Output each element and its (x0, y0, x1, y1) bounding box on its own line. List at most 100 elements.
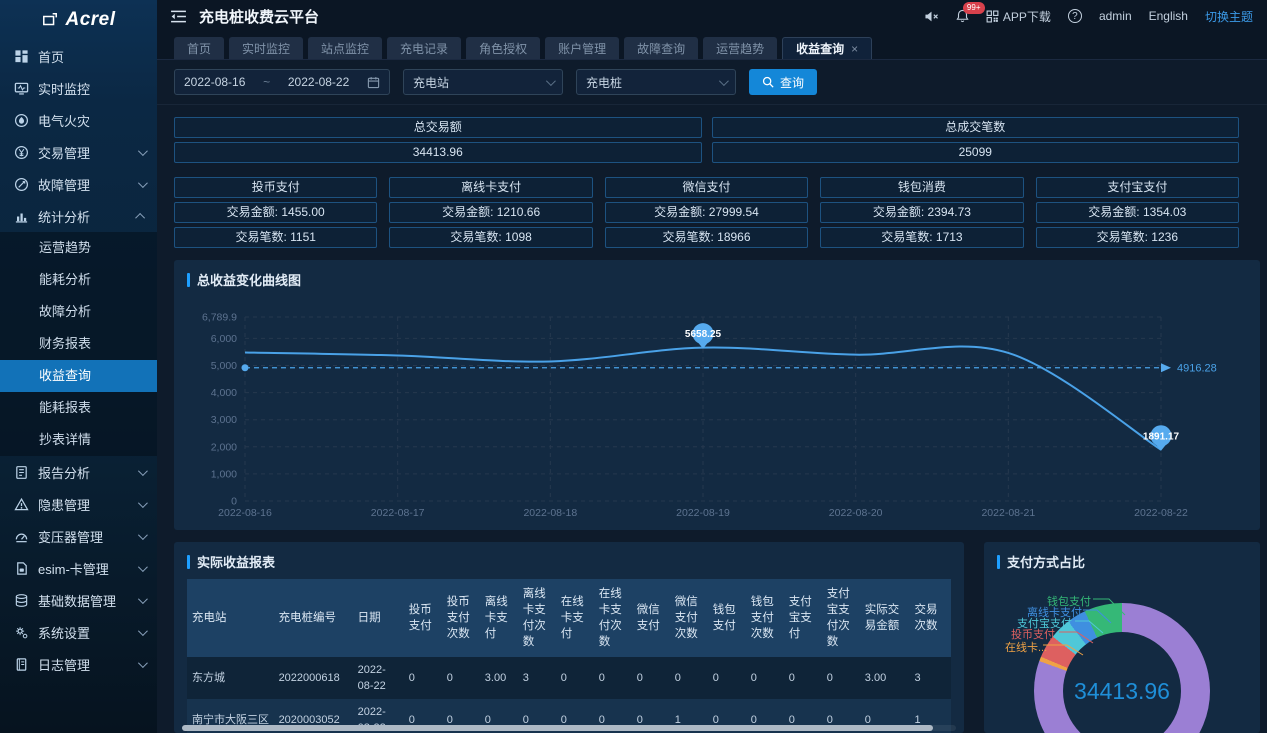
sidebar-subitem[interactable]: 运营趋势 (39, 240, 92, 255)
fault-icon (14, 176, 30, 192)
sidebar-item-fault[interactable]: 故障管理 (0, 168, 157, 200)
revenue-table: 充电站 充电桩编号 日期 投币支付 投币支付次数 离线卡支付 离线卡支付次数 在线卡支付 在线卡… (187, 579, 951, 733)
sidebar-subitem[interactable]: 能耗报表 (39, 400, 92, 415)
payment-card: 支付宝支付 交易金额: 1354.03 交易笔数: 1236 (1035, 177, 1240, 248)
tab-故障查询[interactable]: 故障查询 (624, 37, 699, 59)
language-switch[interactable]: English (1148, 9, 1188, 23)
svg-text:3,000: 3,000 (211, 414, 237, 426)
sidebar-item-database[interactable]: 基础数据管理 (0, 584, 157, 616)
date-range-picker[interactable]: 2022-08-16 ~ 2022-08-22 (174, 69, 390, 95)
sidebar-subitem[interactable]: 能耗分析 (39, 272, 92, 287)
bottom-row: 实际收益报表 充电站 充电桩编号 日期 投币支付 投币支付次数 离线卡支付 离线卡支付次数在… (174, 542, 1260, 733)
chevron-down-icon (137, 177, 148, 188)
sidebar-item-label: 故障管理 (38, 177, 91, 193)
sidebar-item-stats[interactable]: 统计分析 (0, 200, 157, 232)
sidebar-item-label: 首页 (38, 49, 65, 65)
sidebar-item-label: 交易管理 (38, 145, 91, 161)
tab-close-icon[interactable]: × (851, 41, 859, 56)
table-cell: 3.00 (859, 657, 910, 700)
summary-card: 总成交笔数 25099 (711, 117, 1239, 163)
payment-card-amount: 交易金额: 1210.66 (389, 202, 593, 223)
svg-text:5,000: 5,000 (211, 360, 237, 372)
transformer-icon (14, 528, 30, 544)
tab-账户管理[interactable]: 账户管理 (545, 37, 620, 59)
horizontal-scrollbar-thumb[interactable] (182, 725, 933, 731)
station-select[interactable]: 充电站 (403, 69, 563, 95)
sidebar-item-hazard[interactable]: 隐患管理 (0, 488, 157, 520)
sidebar-subitem[interactable]: 抄表详情 (39, 432, 92, 447)
tab-站点监控[interactable]: 站点监控 (308, 37, 383, 59)
table-cell: 0 (403, 657, 442, 700)
svg-text:6,789.9: 6,789.9 (202, 312, 237, 324)
payment-card-count: 交易笔数: 1151 (174, 227, 378, 248)
sidebar-subitem[interactable]: 财务报表 (39, 336, 92, 351)
tab-充电记录[interactable]: 充电记录 (387, 37, 462, 59)
donut-callout-label: 离线卡支付 (1027, 607, 1082, 619)
sidebar-submenu: 运营趋势能耗分析故障分析财务报表收益查询能耗报表抄表详情 (0, 232, 157, 456)
tab-运营趋势[interactable]: 运营趋势 (703, 37, 778, 59)
logo[interactable]: Acrel (0, 0, 157, 40)
revenue-line-chart[interactable]: 0 1,000 2,000 3,000 4,000 5,000 6,000 6,789.9 20… (187, 293, 1247, 523)
sidebar-item-label: 报告分析 (38, 465, 91, 481)
svg-text:6,000: 6,000 (211, 333, 237, 345)
home-icon (14, 48, 30, 64)
theme-switch-link[interactable]: 切换主题 (1204, 9, 1253, 24)
table-header-cell: 投币支付次数 (441, 579, 480, 658)
table-cell: 3 (517, 657, 556, 700)
table-header-cell: 钱包支付 (707, 579, 746, 658)
donut-chart-title: 支付方式占比 (997, 552, 1247, 571)
tab-实时监控[interactable]: 实时监控 (229, 37, 304, 59)
table-header-row: 充电站 充电桩编号 日期 投币支付 投币支付次数 离线卡支付 离线卡支付次数 在线卡支付 在线卡… (187, 579, 951, 658)
table-cell: 0 (707, 657, 746, 700)
mute-icon[interactable] (924, 10, 939, 23)
chevron-down-icon (137, 145, 148, 156)
help-icon[interactable]: ? (1067, 9, 1082, 23)
payment-card-title: 钱包消费 (820, 177, 1024, 198)
notifications-bell-icon[interactable]: 99+ (956, 2, 985, 23)
monitor-icon (14, 80, 30, 96)
title-accent-bar (187, 554, 190, 569)
svg-text:2022-08-16: 2022-08-16 (218, 507, 272, 519)
table-header-cell: 实际交易金额 (859, 579, 910, 658)
sidebar-item-home[interactable]: 首页 (0, 40, 157, 72)
tab-首页[interactable]: 首页 (174, 37, 225, 59)
pile-select[interactable]: 充电桩 (576, 69, 736, 95)
acrel-logo-icon (41, 12, 59, 28)
sidebar-item-settings[interactable]: 系统设置 (0, 616, 157, 648)
tab-label: 运营趋势 (716, 41, 765, 56)
table-header-cell: 支付宝支付 (783, 579, 822, 658)
payment-share-donut-chart[interactable]: 34413.96 钱包支付 离线卡支付 支付宝支付 投币支付 在线卡... (997, 573, 1247, 733)
table-cell: 2022-08-22 (352, 657, 404, 700)
sidebar-item-label: 系统设置 (38, 625, 91, 641)
payments-row: 投币支付 交易金额: 1455.00 交易笔数: 1151 离线卡支付 交易金额: 12… (174, 177, 1240, 248)
payment-card-amount: 交易金额: 1354.03 (1035, 202, 1240, 223)
sidebar-item-logs[interactable]: 日志管理 (0, 648, 157, 680)
chevron-down-icon (137, 625, 148, 636)
tab-label: 站点监控 (321, 41, 370, 56)
donut-hole: 34413.96 (1063, 632, 1181, 733)
table-header-cell: 离线卡支付次数 (517, 579, 556, 658)
collapse-sidebar-icon[interactable] (170, 10, 187, 23)
sidebar-item-transaction[interactable]: 交易管理 (0, 136, 157, 168)
tab-角色授权[interactable]: 角色授权 (466, 37, 541, 59)
svg-text:2,000: 2,000 (211, 441, 237, 453)
sidebar-item-fire[interactable]: 电气火灾 (0, 104, 157, 136)
payment-card-title: 微信支付 (604, 177, 809, 198)
line-chart-title: 总收益变化曲线图 (187, 270, 1247, 289)
payment-share-panel: 支付方式占比 34413.96 钱包支付 离线卡支付 支付宝支付 投币支付 在线卡... (984, 542, 1260, 733)
tab-收益查询[interactable]: 收益查询 × (782, 37, 873, 59)
sidebar-item-sim[interactable]: esim-卡管理 (0, 552, 157, 584)
search-button[interactable]: 查询 (749, 69, 818, 95)
sidebar-item-transformer[interactable]: 变压器管理 (0, 520, 157, 552)
svg-text:2022-08-20: 2022-08-20 (829, 507, 883, 519)
username[interactable]: admin (1098, 9, 1132, 23)
sidebar-item-monitor[interactable]: 实时监控 (0, 72, 157, 104)
sidebar-subitem[interactable]: 故障分析 (39, 304, 92, 319)
tab-label: 收益查询 (796, 42, 845, 56)
search-icon (762, 76, 774, 88)
svg-text:2022-08-18: 2022-08-18 (523, 507, 577, 519)
sidebar-subitem[interactable]: 收益查询 (0, 360, 157, 392)
sidebar-item-report[interactable]: 报告分析 (0, 456, 157, 488)
app-download-link[interactable]: APP下载 (986, 8, 1051, 25)
sidebar-item-label: 隐患管理 (38, 497, 91, 513)
